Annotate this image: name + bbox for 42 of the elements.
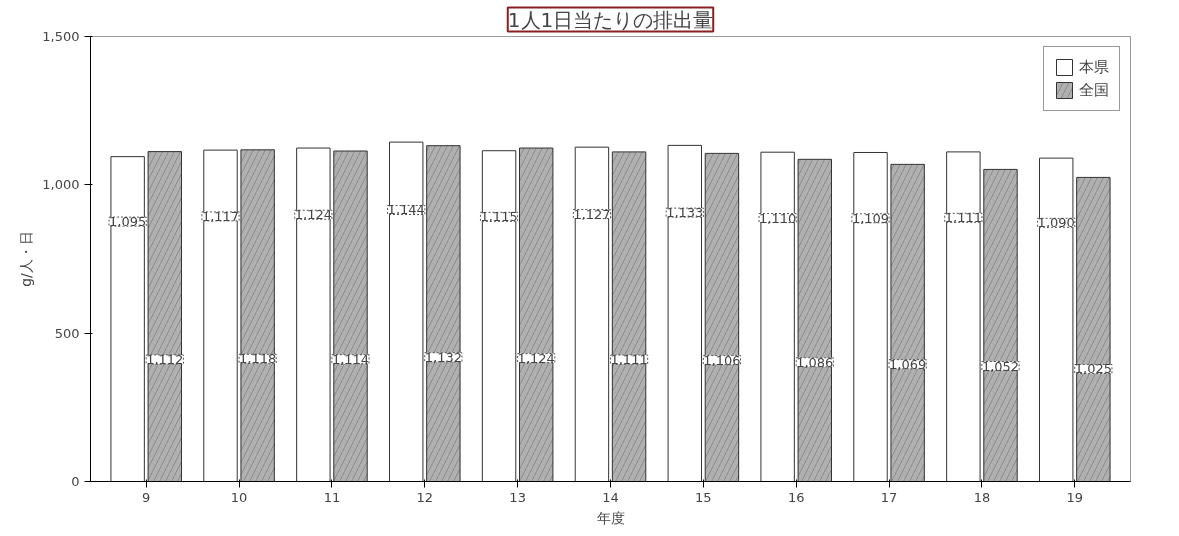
data-label: 1,115 — [480, 209, 518, 225]
y-tick-label: 1,000 — [42, 177, 80, 193]
chart-title: 1人1日当たりの排出量 — [507, 7, 714, 32]
data-label: 1,124 — [294, 207, 332, 223]
data-label: 1,133 — [666, 205, 704, 221]
x-tick-label: 10 — [230, 489, 248, 505]
data-label: 1,106 — [703, 352, 741, 368]
data-label: 1,025 — [1074, 361, 1112, 377]
data-label: 1,114 — [331, 351, 370, 367]
data-label: 1,069 — [889, 356, 927, 372]
x-tick-label: 9 — [142, 489, 151, 505]
y-tick-label: 1,500 — [42, 29, 80, 44]
data-label: 1,109 — [851, 210, 890, 226]
x-tick-label: 14 — [602, 489, 619, 505]
data-label: 1,111 — [944, 210, 982, 226]
x-tick-label: 15 — [695, 489, 712, 505]
data-label: 1,052 — [981, 358, 1020, 374]
data-label: 1,112 — [146, 351, 184, 367]
legend-label: 本県 — [1079, 57, 1109, 77]
x-tick-label: 19 — [1066, 489, 1084, 505]
data-label: 1,111 — [610, 352, 648, 368]
data-label: 1,132 — [424, 349, 462, 365]
y-tick-label: 500 — [54, 325, 80, 341]
data-label: 1,117 — [201, 208, 240, 224]
data-label: 1,086 — [796, 354, 834, 370]
y-tick-label: 0 — [71, 474, 80, 489]
x-tick-label: 16 — [787, 489, 805, 505]
data-label: 1,090 — [1037, 215, 1075, 231]
data-label: 1,124 — [517, 350, 555, 366]
data-label: 1,118 — [239, 351, 277, 367]
x-tick-label: 12 — [416, 489, 434, 505]
x-axis-title: 年度 — [596, 509, 625, 526]
x-tick-label: 13 — [509, 489, 526, 505]
data-label: 1,144 — [387, 202, 425, 218]
x-tick-label: 18 — [973, 489, 991, 505]
data-label: 1,127 — [573, 206, 611, 222]
y-axis-title: g/人・日 — [18, 231, 35, 287]
data-label: 1,095 — [109, 214, 147, 230]
data-label: 1,110 — [759, 210, 797, 226]
x-tick-label: 11 — [323, 489, 341, 505]
x-tick-label: 17 — [880, 489, 898, 505]
legend-label: 全国 — [1079, 80, 1109, 100]
